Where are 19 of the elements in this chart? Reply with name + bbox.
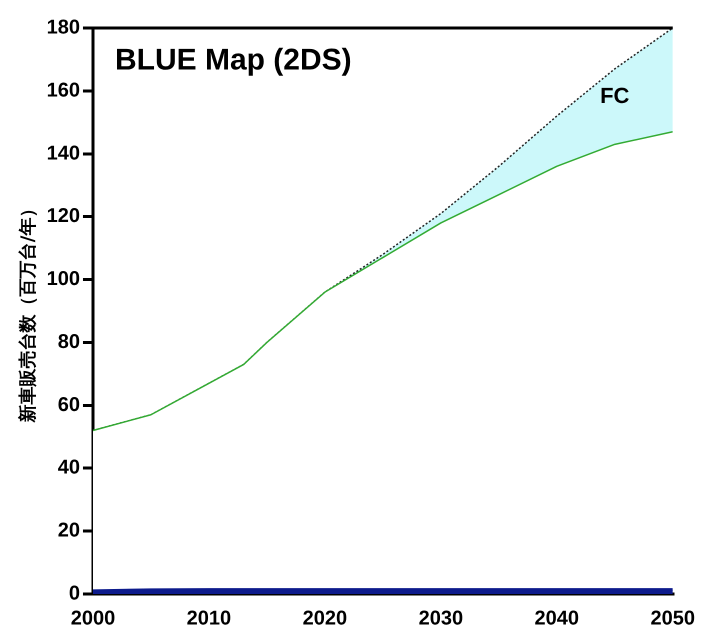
y-tick-label: 120 <box>46 205 80 228</box>
y-tick-label: 60 <box>58 394 80 416</box>
y-tick-label: 140 <box>46 142 80 164</box>
y-axis-title: 新車販売台数（百万台/年） <box>17 200 38 424</box>
y-tick-label: 160 <box>46 79 80 102</box>
x-tick-label: 2020 <box>302 608 348 630</box>
series-label: FC <box>600 83 630 108</box>
y-tick-label: 20 <box>58 520 80 542</box>
text: BLUE Map (2DS) <box>114 43 352 76</box>
y-tick-label: 100 <box>46 268 80 290</box>
y-tick-label: 40 <box>58 456 80 479</box>
y-tick-label: 80 <box>58 330 80 353</box>
y-tick-label: 0 <box>68 582 80 605</box>
y-tick-label: 180 <box>46 16 80 39</box>
x-tick-label: 2050 <box>650 608 696 630</box>
x-tick-label: 2010 <box>186 608 232 630</box>
x-tick-label: 2000 <box>70 608 116 630</box>
x-tick-label: 2030 <box>418 608 464 630</box>
x-tick-label: 2040 <box>534 608 580 630</box>
